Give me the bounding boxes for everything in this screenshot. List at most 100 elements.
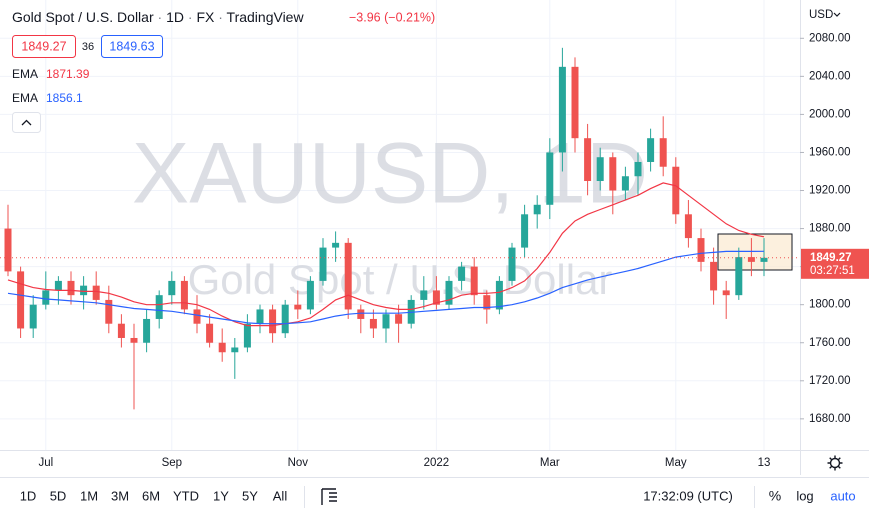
candle-body — [584, 138, 592, 182]
candle-body — [558, 66, 566, 153]
bid-box[interactable] — [12, 35, 76, 58]
y-tick-label: 1880.00 — [809, 223, 851, 235]
candle-body — [546, 152, 554, 205]
y-tick-label: 1680.00 — [809, 413, 851, 425]
candle-body — [684, 214, 692, 239]
y-tick-label: 2080.00 — [809, 32, 851, 44]
candle-body — [193, 309, 201, 324]
candle-body — [521, 214, 529, 248]
candle-body — [432, 290, 440, 305]
y-tick-label: 1920.00 — [809, 185, 851, 197]
x-tick-label: May — [665, 457, 687, 469]
chevron-icon — [21, 119, 32, 126]
candle-body — [4, 228, 12, 272]
x-tick-label: Nov — [288, 457, 309, 469]
last-price-label: 1849.27 — [810, 252, 852, 264]
settings-icon[interactable] — [829, 457, 841, 469]
candle-body — [722, 290, 730, 296]
range-button[interactable]: 5D — [50, 488, 67, 503]
candle-body — [80, 285, 88, 296]
candle-body — [659, 138, 667, 167]
candle-body — [130, 337, 138, 343]
candle-body — [369, 318, 377, 329]
candle-body — [92, 285, 100, 300]
plot — [0, 47, 800, 410]
ask: 1849.63 — [109, 39, 154, 53]
candle-body — [395, 314, 403, 324]
range-button[interactable]: All — [273, 488, 288, 503]
legend-name: EMA — [12, 67, 38, 81]
percent-toggle[interactable]: % — [769, 488, 781, 504]
date-range-icon[interactable] — [321, 488, 337, 505]
watermark-subtitle: Gold Spot / U.S. Dollar — [188, 256, 613, 303]
bid: 1849.27 — [21, 39, 66, 53]
candle-body — [672, 166, 680, 215]
auto-toggle[interactable]: auto — [830, 488, 855, 503]
range-button[interactable]: 1M — [80, 488, 98, 503]
candle-body — [17, 271, 25, 329]
candle-body — [533, 204, 541, 215]
range-button[interactable]: 3M — [111, 488, 129, 503]
price-axis: 1680.001720.001760.001800.001840.001880.… — [800, 32, 869, 425]
currency[interactable]: USD — [809, 9, 833, 21]
y-tick-label: 2040.00 — [809, 70, 851, 82]
candle-body — [634, 161, 642, 177]
candle-body — [697, 238, 705, 262]
y-tick-label: 1720.00 — [809, 375, 851, 387]
range-button[interactable]: YTD — [173, 488, 199, 503]
candle-body — [344, 242, 352, 310]
candle-body — [382, 314, 390, 329]
candle-body — [332, 242, 340, 248]
candle-body — [445, 280, 453, 305]
candle-body — [281, 304, 289, 334]
candle-body — [609, 157, 617, 191]
candle-body — [143, 318, 151, 343]
candle-body — [420, 290, 428, 300]
candle-body — [294, 304, 302, 310]
ema-line — [7, 250, 765, 325]
candle-body — [155, 295, 163, 319]
range-button[interactable]: 5Y — [242, 488, 258, 503]
candle-body — [621, 176, 629, 191]
range-button[interactable]: 6M — [142, 488, 160, 503]
y-tick-label: 1800.00 — [809, 299, 851, 311]
candle-body — [180, 280, 188, 310]
x-tick-label: Jul — [38, 457, 53, 469]
candle-body — [231, 347, 239, 353]
candle-body — [747, 257, 755, 262]
candle-body — [357, 309, 365, 319]
candle-body — [54, 280, 62, 291]
legend-value: 1856.1 — [46, 91, 83, 105]
range-button[interactable]: 1Y — [213, 488, 229, 503]
candle-body — [735, 257, 743, 296]
candle-body — [105, 299, 113, 324]
y-tick-label: 1760.00 — [809, 337, 851, 349]
candle-body — [67, 280, 75, 296]
dropdown-icon — [833, 12, 841, 17]
candle-body — [319, 247, 327, 281]
ask-box[interactable] — [101, 35, 163, 58]
candle-body — [117, 323, 125, 338]
candle-body — [470, 266, 478, 296]
range-button[interactable]: 1D — [20, 488, 37, 503]
candle-body — [256, 309, 264, 324]
clock[interactable]: 17:32:09 (UTC) — [643, 488, 733, 503]
countdown: 03:27:51 — [810, 265, 855, 277]
x-tick-label: Mar — [540, 457, 560, 469]
candle-body — [168, 280, 176, 296]
change: −3.96 (−0.21%) — [349, 10, 435, 24]
collapse-button[interactable] — [12, 112, 41, 133]
candle-body — [42, 290, 50, 305]
candle-body — [218, 342, 226, 353]
candle-body — [710, 261, 718, 291]
log-toggle[interactable]: log — [796, 488, 813, 503]
candle-body — [647, 138, 655, 162]
spread: 36 — [82, 41, 94, 53]
watermark: XAUUSD, 1D — [132, 126, 648, 222]
settings-icon-teeth — [827, 455, 843, 471]
y-tick-label: 1960.00 — [809, 146, 851, 158]
candle-body — [269, 309, 277, 334]
header-title: Gold Spot / U.S. Dollar · 1D · FX · Trad… — [12, 9, 304, 25]
x-tick-label: Sep — [162, 457, 182, 469]
